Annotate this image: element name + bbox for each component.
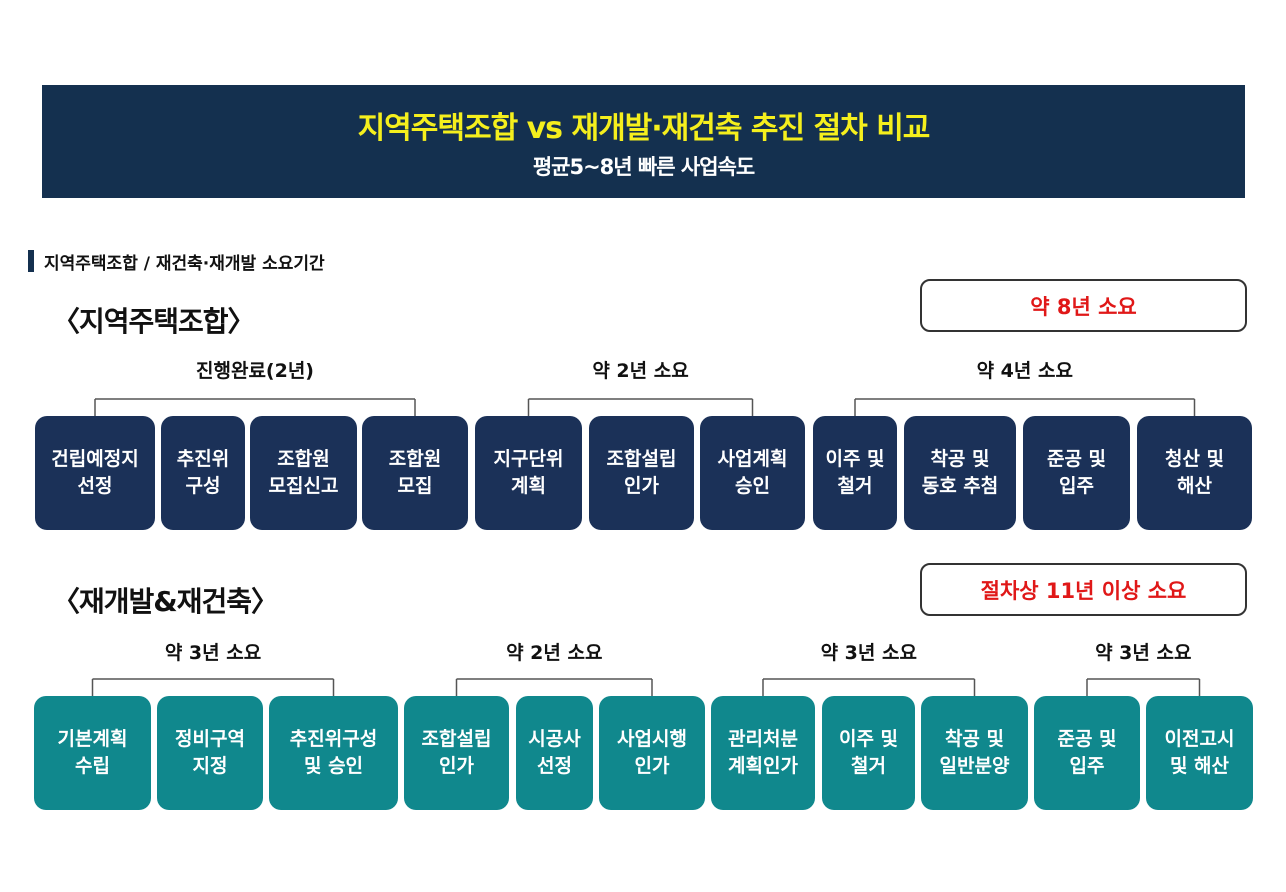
housing-union-step: 사업계획 승인 — [700, 416, 805, 530]
housing-union-total-box: 약 8년 소요 — [920, 279, 1247, 332]
redevelopment-step: 정비구역 지정 — [157, 696, 263, 810]
housing-union-step: 조합원 모집 — [362, 416, 468, 530]
redevelopment-phase-label: 약 2년 소요 — [506, 642, 603, 664]
housing-union-step: 이주 및 철거 — [813, 416, 897, 530]
housing-union-step: 착공 및 동호 추첨 — [904, 416, 1016, 530]
section-label-text: 지역주택조합 / 재건축·재개발 소요기간 — [44, 253, 325, 274]
housing-union-step: 조합원 모집신고 — [250, 416, 357, 530]
redevelopment-step: 준공 및 입주 — [1034, 696, 1140, 810]
redevelopment-total-box: 절차상 11년 이상 소요 — [920, 563, 1247, 616]
redevelopment-step: 사업시행 인가 — [599, 696, 705, 810]
redevelopment-step: 이전고시 및 해산 — [1146, 696, 1253, 810]
redevelopment-step: 착공 및 일반분양 — [921, 696, 1028, 810]
redevelopment-phase-label: 약 3년 소요 — [1095, 642, 1192, 664]
redevelopment-step: 이주 및 철거 — [822, 696, 915, 810]
header-banner: 지역주택조합 vs 재개발·재건축 추진 절차 비교 평균5~8년 빠른 사업속… — [42, 85, 1245, 198]
redevelopment-phase-label: 약 3년 소요 — [164, 642, 262, 664]
housing-union-phase-label: 진행완료(2년) — [196, 360, 314, 382]
housing-union-phase-label: 약 2년 소요 — [592, 360, 689, 382]
housing-union-title: 〈지역주택조합〉 — [52, 305, 256, 338]
housing-union-step: 건립예정지 선정 — [35, 416, 155, 530]
housing-union-step: 추진위 구성 — [161, 416, 245, 530]
housing-union-step: 조합설립 인가 — [589, 416, 694, 530]
redevelopment-step: 시공사 선정 — [516, 696, 593, 810]
housing-union-step: 지구단위 계획 — [475, 416, 582, 530]
banner-title: 지역주택조합 vs 재개발·재건축 추진 절차 비교 — [357, 111, 931, 146]
redevelopment-step: 관리처분 계획인가 — [711, 696, 815, 810]
banner-subtitle: 평균5~8년 빠른 사업속도 — [532, 155, 755, 179]
redevelopment-phase-label: 약 3년 소요 — [820, 642, 917, 664]
redevelopment-step: 기본계획 수립 — [34, 696, 151, 810]
redevelopment-title: 〈재개발&재건축〉 — [52, 585, 279, 618]
redevelopment-step: 추진위구성 및 승인 — [269, 696, 398, 810]
housing-union-phase-label: 약 4년 소요 — [976, 360, 1073, 382]
redevelopment-step: 조합설립 인가 — [404, 696, 509, 810]
section-marker — [28, 250, 34, 272]
section-label: 지역주택조합 / 재건축·재개발 소요기간 — [28, 248, 325, 274]
housing-union-step: 준공 및 입주 — [1023, 416, 1130, 530]
housing-union-step: 청산 및 해산 — [1137, 416, 1252, 530]
